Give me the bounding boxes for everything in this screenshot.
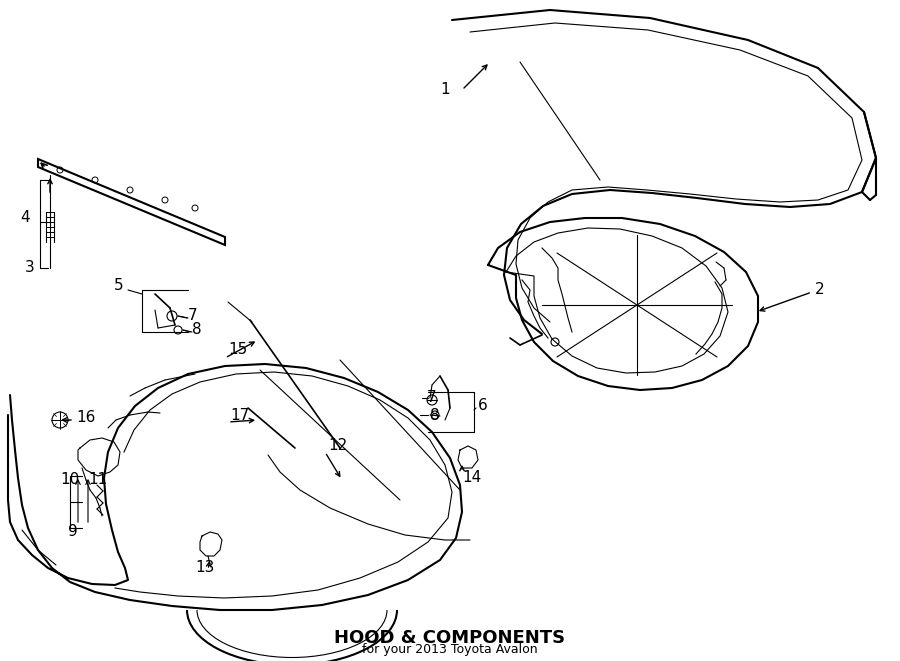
Text: 11: 11 [88,473,107,488]
Text: for your 2013 Toyota Avalon: for your 2013 Toyota Avalon [362,644,538,656]
Text: 3: 3 [25,260,35,276]
Polygon shape [38,159,225,245]
Circle shape [52,412,68,428]
Circle shape [167,311,177,321]
Text: 17: 17 [230,407,249,422]
Text: 2: 2 [815,282,824,297]
Text: 13: 13 [195,561,214,576]
Text: 5: 5 [114,278,123,293]
Text: 7: 7 [427,391,436,405]
Text: 8: 8 [192,323,202,338]
Text: 7: 7 [188,309,198,323]
Text: 15: 15 [228,342,248,358]
Text: 8: 8 [430,408,440,424]
Text: 12: 12 [328,438,347,453]
Text: 10: 10 [60,473,79,488]
Text: 6: 6 [478,399,488,414]
Text: HOOD & COMPONENTS: HOOD & COMPONENTS [335,629,565,647]
Text: 9: 9 [68,524,77,539]
Text: 16: 16 [76,410,95,426]
Text: 1: 1 [440,83,450,98]
Circle shape [427,395,437,405]
Text: 4: 4 [20,210,30,225]
Circle shape [174,326,182,334]
Circle shape [431,411,439,419]
Text: 14: 14 [462,471,482,485]
